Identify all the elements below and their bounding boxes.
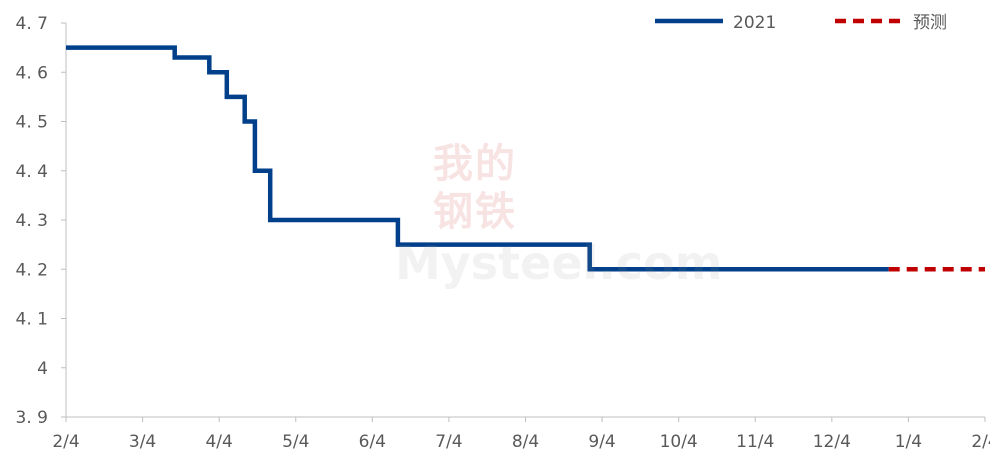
series-2021-line	[66, 45, 889, 272]
y-tick-label: 4. 1	[16, 310, 48, 330]
y-tick-label: 4. 5	[16, 113, 48, 133]
x-tick-label: 2/4	[971, 432, 990, 452]
legend-label: 预测	[913, 13, 947, 33]
y-tick-label: 4. 3	[16, 211, 48, 231]
x-tick-label: 8/4	[512, 432, 539, 452]
legend: 2021 预测	[655, 13, 947, 33]
series-lines	[66, 45, 985, 272]
y-axis-ticks: 4. 7 4. 6 4. 5 4. 4 4. 3 4. 2 4. 1 4 3. 9	[16, 14, 66, 428]
x-tick-label: 5/4	[282, 432, 309, 452]
x-tick-label: 1/4	[895, 432, 922, 452]
chart-axes	[65, 23, 985, 418]
legend-item-forecast: 预测	[835, 13, 947, 33]
x-tick-label: 12/4	[813, 432, 851, 452]
y-tick-label: 3. 9	[16, 408, 48, 428]
y-tick-label: 4. 7	[16, 14, 48, 34]
x-tick-label: 4/4	[205, 432, 232, 452]
x-tick-label: 3/4	[129, 432, 156, 452]
x-tick-label: 11/4	[736, 432, 774, 452]
x-tick-label: 10/4	[660, 432, 698, 452]
legend-label: 2021	[733, 13, 776, 33]
y-tick-label: 4. 4	[16, 162, 48, 182]
x-tick-label: 6/4	[359, 432, 386, 452]
x-tick-label: 2/4	[52, 432, 79, 452]
y-tick-label: 4. 2	[16, 260, 48, 280]
y-tick-label: 4. 6	[16, 63, 48, 83]
y-tick-label: 4	[37, 359, 48, 379]
x-axis-ticks: 2/4 3/4 4/4 5/4 6/4 7/4 8/4 9/4 10/4 11/4 12/4 1/4 2…	[52, 417, 990, 452]
x-tick-label: 7/4	[435, 432, 462, 452]
x-tick-label: 9/4	[588, 432, 615, 452]
legend-item-2021: 2021	[655, 13, 776, 33]
